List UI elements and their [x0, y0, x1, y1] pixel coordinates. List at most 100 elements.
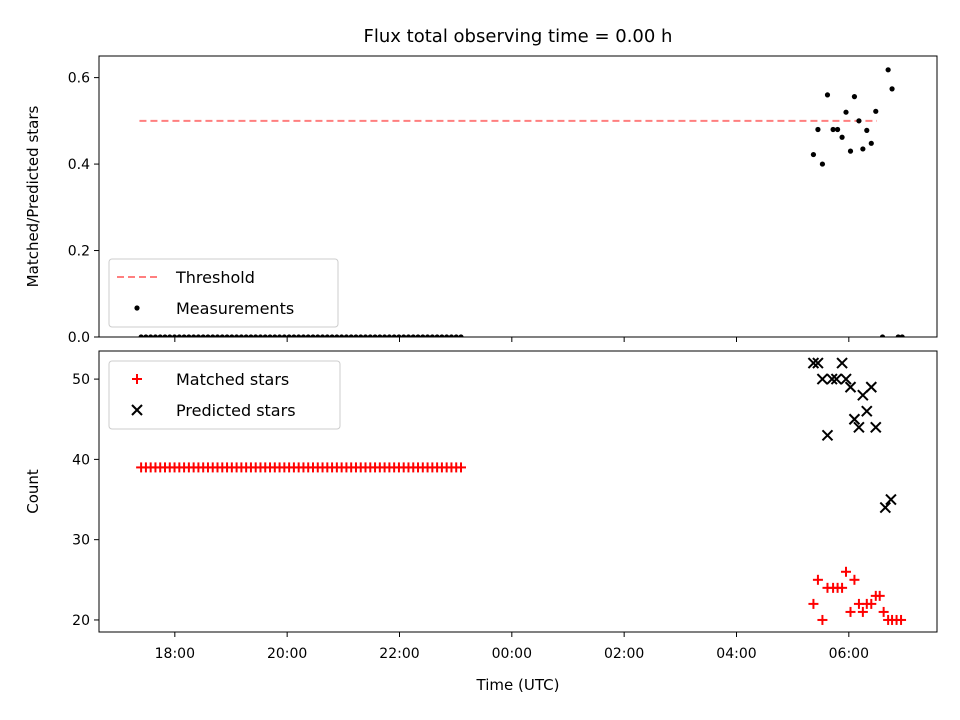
data-point — [847, 148, 854, 154]
data-point — [181, 334, 187, 337]
data-point — [439, 334, 445, 337]
data-point — [329, 334, 335, 337]
data-point — [191, 334, 197, 337]
legend: Matched stars Predicted stars — [108, 360, 341, 430]
data-point — [339, 334, 345, 337]
data-point — [377, 334, 383, 337]
data-point — [315, 334, 321, 337]
top-panel: Flux total observing time = 0.00 h 0.0 0.2… — [24, 26, 938, 346]
data-point — [896, 614, 907, 625]
data-point — [267, 334, 273, 337]
data-point — [248, 334, 254, 337]
data-point — [865, 381, 877, 393]
data-point — [874, 590, 885, 601]
data-point — [819, 161, 826, 167]
data-point — [324, 334, 330, 337]
data-point — [843, 109, 849, 115]
data-point — [310, 334, 316, 337]
data-point — [885, 67, 891, 73]
data-point — [870, 421, 882, 433]
data-point — [810, 151, 817, 158]
data-point-b — [830, 373, 843, 385]
data-point — [807, 357, 820, 369]
data-point — [830, 373, 843, 385]
legend-box — [108, 360, 341, 430]
data-point — [861, 405, 873, 417]
data-point — [878, 606, 889, 617]
data-point — [812, 574, 823, 585]
data-point — [899, 334, 905, 337]
data-point — [186, 334, 192, 337]
legend-swatch — [132, 374, 142, 384]
series-predicted-stars — [807, 357, 897, 514]
data-point — [276, 334, 283, 337]
data-point — [824, 92, 831, 98]
data-point — [148, 334, 154, 337]
y-tick-label: 30 — [72, 533, 90, 549]
data-point — [353, 334, 359, 337]
data-point-b — [861, 405, 873, 417]
data-point-b — [821, 429, 834, 442]
data-point — [214, 334, 221, 337]
data-point — [171, 334, 178, 337]
data-point — [866, 598, 877, 609]
data-point — [415, 334, 421, 337]
legend-label: Threshold — [175, 268, 255, 287]
data-point — [319, 334, 326, 337]
data-point — [243, 334, 249, 337]
data-point — [429, 334, 435, 337]
data-point — [873, 108, 879, 114]
data-point — [834, 126, 841, 133]
data-point — [841, 566, 852, 577]
y-tick-label: 20 — [72, 613, 90, 629]
legend-swatch — [131, 404, 143, 416]
data-point-b — [885, 493, 897, 506]
y-axis-label: Matched/Predicted stars — [24, 106, 42, 288]
series-matched-stars — [136, 462, 907, 625]
data-point — [879, 334, 886, 337]
legend-swatch — [134, 305, 140, 311]
legend-label: Matched stars — [176, 370, 289, 389]
data-point — [334, 334, 340, 337]
data-point — [837, 582, 848, 593]
data-point — [286, 334, 292, 337]
data-point — [840, 373, 852, 385]
data-point — [885, 493, 897, 506]
data-point — [401, 334, 407, 337]
series-measurements — [138, 67, 905, 337]
data-point — [362, 334, 369, 337]
data-point — [157, 334, 163, 337]
data-point — [815, 126, 821, 133]
data-point — [372, 334, 378, 337]
data-point — [219, 334, 225, 337]
data-point — [272, 334, 278, 337]
data-point — [455, 462, 466, 473]
data-point — [162, 334, 168, 337]
data-point-b — [853, 421, 865, 433]
data-point — [853, 421, 865, 433]
data-point — [808, 598, 819, 609]
data-point — [205, 334, 211, 337]
data-point — [879, 501, 892, 514]
data-point — [458, 334, 464, 337]
data-point — [262, 334, 268, 337]
data-point — [444, 334, 450, 337]
legend: Threshold Measurements — [108, 258, 339, 328]
data-point — [343, 334, 350, 337]
plot-frame — [98, 350, 938, 633]
data-point — [839, 134, 845, 140]
data-point — [420, 334, 426, 337]
data-point — [812, 357, 824, 369]
data-point — [889, 86, 895, 92]
data-point — [868, 140, 874, 146]
x-tick-label: 20:00 — [267, 646, 307, 662]
data-point — [358, 334, 364, 337]
data-point-b — [848, 413, 861, 425]
data-point — [210, 334, 216, 337]
data-point-b — [865, 381, 877, 393]
data-point — [405, 334, 412, 337]
data-point — [864, 127, 870, 133]
data-point — [167, 334, 173, 337]
x-tick-label: 18:00 — [155, 646, 195, 662]
